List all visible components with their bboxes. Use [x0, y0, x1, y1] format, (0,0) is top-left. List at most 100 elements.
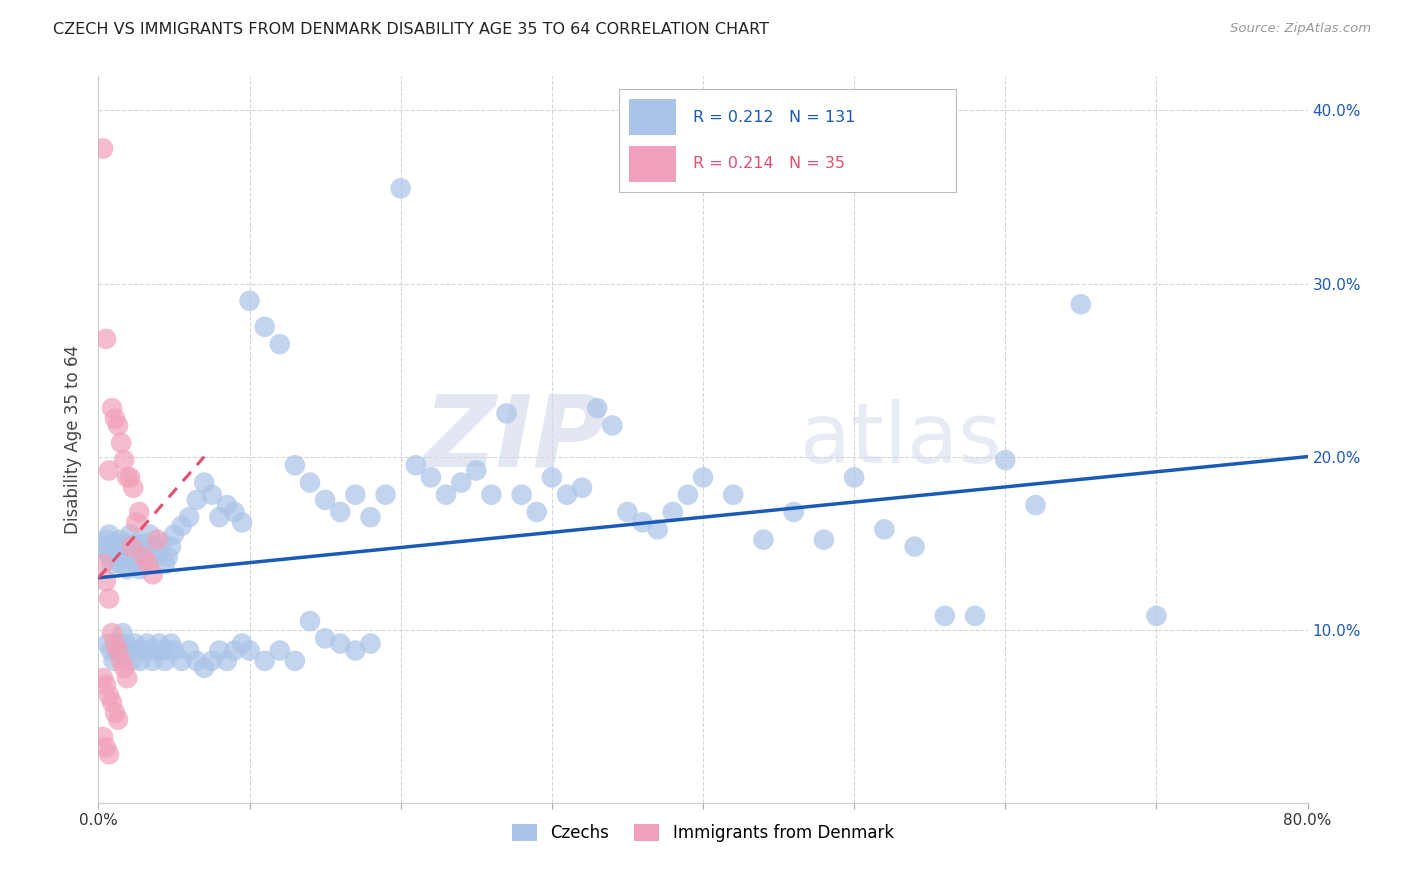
Point: [94, 332, 117, 346]
Point: [215, 498, 238, 512]
Point: [105, 643, 128, 657]
Point: [495, 406, 517, 420]
Point: [135, 636, 157, 650]
Point: [661, 505, 683, 519]
Point: [110, 654, 132, 668]
Point: [239, 293, 262, 308]
Point: [112, 536, 135, 550]
Point: [389, 181, 412, 195]
Point: [783, 505, 806, 519]
Point: [145, 549, 167, 564]
Point: [163, 643, 186, 657]
Point: [120, 527, 142, 541]
Point: [118, 643, 141, 657]
Text: R = 0.212   N = 131: R = 0.212 N = 131: [693, 110, 855, 125]
Point: [153, 654, 176, 668]
Point: [125, 516, 148, 530]
Point: [124, 636, 146, 650]
Point: [231, 516, 253, 530]
Point: [101, 695, 124, 709]
Point: [108, 636, 131, 650]
Point: [193, 661, 215, 675]
Point: [108, 533, 131, 547]
Point: [105, 540, 128, 554]
Point: [170, 519, 193, 533]
Y-axis label: Disability Age 35 to 64: Disability Age 35 to 64: [65, 345, 83, 533]
Point: [122, 481, 145, 495]
Point: [124, 545, 146, 559]
Point: [571, 481, 593, 495]
Point: [314, 632, 336, 646]
Point: [122, 557, 145, 571]
Point: [121, 654, 143, 668]
Point: [111, 545, 134, 559]
Point: [170, 654, 193, 668]
Point: [94, 740, 117, 755]
Point: [142, 540, 165, 554]
Point: [139, 643, 162, 657]
Point: [231, 636, 253, 650]
Point: [148, 545, 170, 559]
Point: [344, 643, 367, 657]
Point: [360, 636, 382, 650]
Point: [299, 614, 322, 628]
Point: [434, 488, 457, 502]
Point: [723, 488, 745, 502]
Point: [965, 608, 987, 623]
Point: [104, 545, 127, 559]
Point: [160, 636, 183, 650]
Point: [1070, 297, 1092, 311]
Point: [101, 401, 124, 416]
Point: [103, 654, 125, 668]
Point: [299, 475, 322, 490]
Point: [148, 636, 170, 650]
Point: [156, 643, 179, 657]
Text: R = 0.214   N = 35: R = 0.214 N = 35: [693, 156, 845, 171]
Point: [98, 747, 121, 762]
Point: [344, 488, 367, 502]
Point: [146, 533, 169, 547]
Point: [91, 141, 114, 155]
Point: [118, 540, 141, 554]
Point: [150, 643, 173, 657]
Point: [100, 643, 122, 657]
Point: [186, 492, 208, 507]
Point: [107, 713, 129, 727]
Point: [142, 567, 165, 582]
Point: [128, 505, 150, 519]
Point: [121, 540, 143, 554]
Point: [156, 549, 179, 564]
Point: [602, 418, 624, 433]
Point: [145, 643, 167, 657]
Point: [110, 557, 132, 571]
Point: [752, 533, 775, 547]
Point: [115, 470, 138, 484]
Point: [104, 706, 127, 720]
Point: [150, 536, 173, 550]
Point: [215, 654, 238, 668]
Point: [111, 626, 134, 640]
Point: [115, 671, 138, 685]
Point: [647, 522, 669, 536]
Bar: [628, 99, 676, 136]
Bar: [628, 145, 676, 181]
Point: [103, 536, 125, 550]
Point: [98, 463, 121, 477]
Point: [844, 470, 866, 484]
Text: CZECH VS IMMIGRANTS FROM DENMARK DISABILITY AGE 35 TO 64 CORRELATION CHART: CZECH VS IMMIGRANTS FROM DENMARK DISABIL…: [53, 22, 769, 37]
Point: [193, 475, 215, 490]
Point: [100, 549, 122, 564]
Point: [139, 527, 162, 541]
Point: [994, 453, 1017, 467]
Point: [329, 505, 352, 519]
Point: [253, 319, 276, 334]
Point: [101, 557, 124, 571]
Point: [676, 488, 699, 502]
Point: [1144, 608, 1167, 623]
Point: [132, 545, 155, 559]
Point: [101, 626, 124, 640]
Point: [179, 643, 201, 657]
Point: [692, 470, 714, 484]
Point: [420, 470, 443, 484]
Point: [129, 654, 152, 668]
